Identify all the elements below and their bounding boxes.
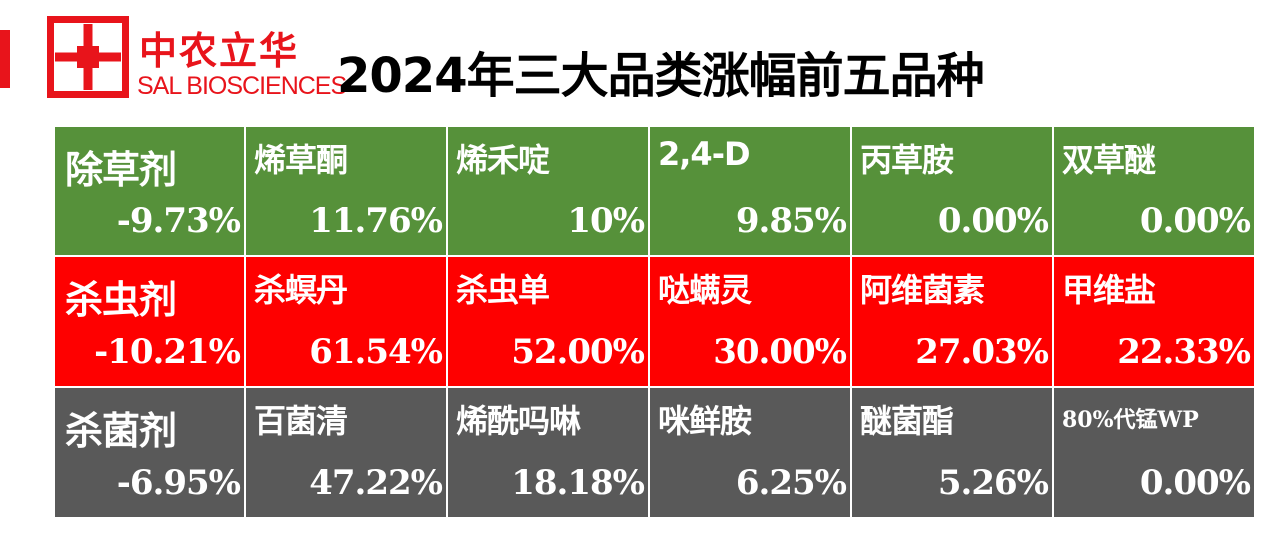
product-cell: 阿维菌素 27.03% [852, 257, 1054, 388]
category-change: -9.73% [116, 201, 241, 241]
product-cell: 烯草酮 11.76% [246, 127, 448, 257]
product-name: 百菌清 [254, 402, 348, 440]
product-name: 烯禾啶 [456, 141, 550, 179]
product-change: 18.18% [511, 463, 645, 503]
product-change: 30.00% [713, 332, 847, 372]
logo-chinese-name: 中农立华 [139, 28, 300, 73]
product-change: 27.03% [915, 332, 1049, 372]
category-cell: 杀虫剂 -10.21% [55, 257, 246, 388]
product-name: 杀虫单 [456, 271, 550, 309]
accent-bar [0, 30, 10, 88]
category-name: 杀虫剂 [65, 278, 177, 322]
product-cell: 咪鲜胺 6.25% [650, 388, 852, 519]
product-name: 80%代锰WP [1062, 407, 1199, 433]
category-cell: 除草剂 -9.73% [55, 127, 246, 257]
product-name: 咪鲜胺 [658, 402, 752, 440]
product-name: 烯酰吗啉 [456, 402, 581, 440]
product-name: 双草醚 [1062, 141, 1156, 179]
product-cell: 烯酰吗啉 18.18% [448, 388, 650, 519]
product-change: 6.25% [735, 463, 847, 503]
category-cell: 杀菌剂 -6.95% [55, 388, 246, 519]
product-name: 醚菌酯 [860, 402, 954, 440]
product-cell: 甲维盐 22.33% [1054, 257, 1256, 388]
product-change: 9.85% [735, 201, 847, 241]
product-change: 61.54% [309, 332, 443, 372]
product-name: 杀螟丹 [254, 271, 348, 309]
logo-english-name: SAL BIOSCIENCES [137, 72, 347, 100]
category-name: 除草剂 [65, 148, 177, 192]
product-name: 烯草酮 [254, 141, 348, 179]
ranking-table: 除草剂 -9.73% 烯草酮 11.76% 烯禾啶 10% 2,4-D 9.85… [55, 127, 1260, 519]
product-name: 甲维盐 [1062, 271, 1156, 309]
product-change: 47.22% [309, 463, 443, 503]
product-cell: 醚菌酯 5.26% [852, 388, 1054, 519]
product-cell: 双草醚 0.00% [1054, 127, 1256, 257]
category-change: -6.95% [116, 463, 241, 503]
product-cell: 杀虫单 52.00% [448, 257, 650, 388]
product-cell: 丙草胺 0.00% [852, 127, 1054, 257]
product-change: 0.00% [1139, 201, 1251, 241]
product-cell: 80%代锰WP 0.00% [1054, 388, 1256, 519]
logo-mark-icon [47, 16, 129, 98]
product-change: 5.26% [937, 463, 1049, 503]
category-change: -10.21% [94, 332, 241, 372]
product-cell: 百菌清 47.22% [246, 388, 448, 519]
product-name: 哒螨灵 [658, 271, 752, 309]
product-change: 22.33% [1117, 332, 1251, 372]
product-cell: 烯禾啶 10% [448, 127, 650, 257]
product-change: 11.76% [309, 201, 443, 241]
product-change: 0.00% [1139, 463, 1251, 503]
product-name: 丙草胺 [860, 141, 954, 179]
product-name: 2,4-D [658, 135, 751, 173]
category-name: 杀菌剂 [65, 409, 177, 453]
product-change: 0.00% [937, 201, 1049, 241]
page-title: 2024年三大品类涨幅前五品种 [337, 48, 985, 104]
product-change: 10% [567, 201, 645, 241]
product-name: 阿维菌素 [860, 271, 985, 309]
product-cell: 杀螟丹 61.54% [246, 257, 448, 388]
company-logo: 中农立华 SAL BIOSCIENCES [47, 14, 347, 106]
product-change: 52.00% [511, 332, 645, 372]
product-cell: 2,4-D 9.85% [650, 127, 852, 257]
product-cell: 哒螨灵 30.00% [650, 257, 852, 388]
